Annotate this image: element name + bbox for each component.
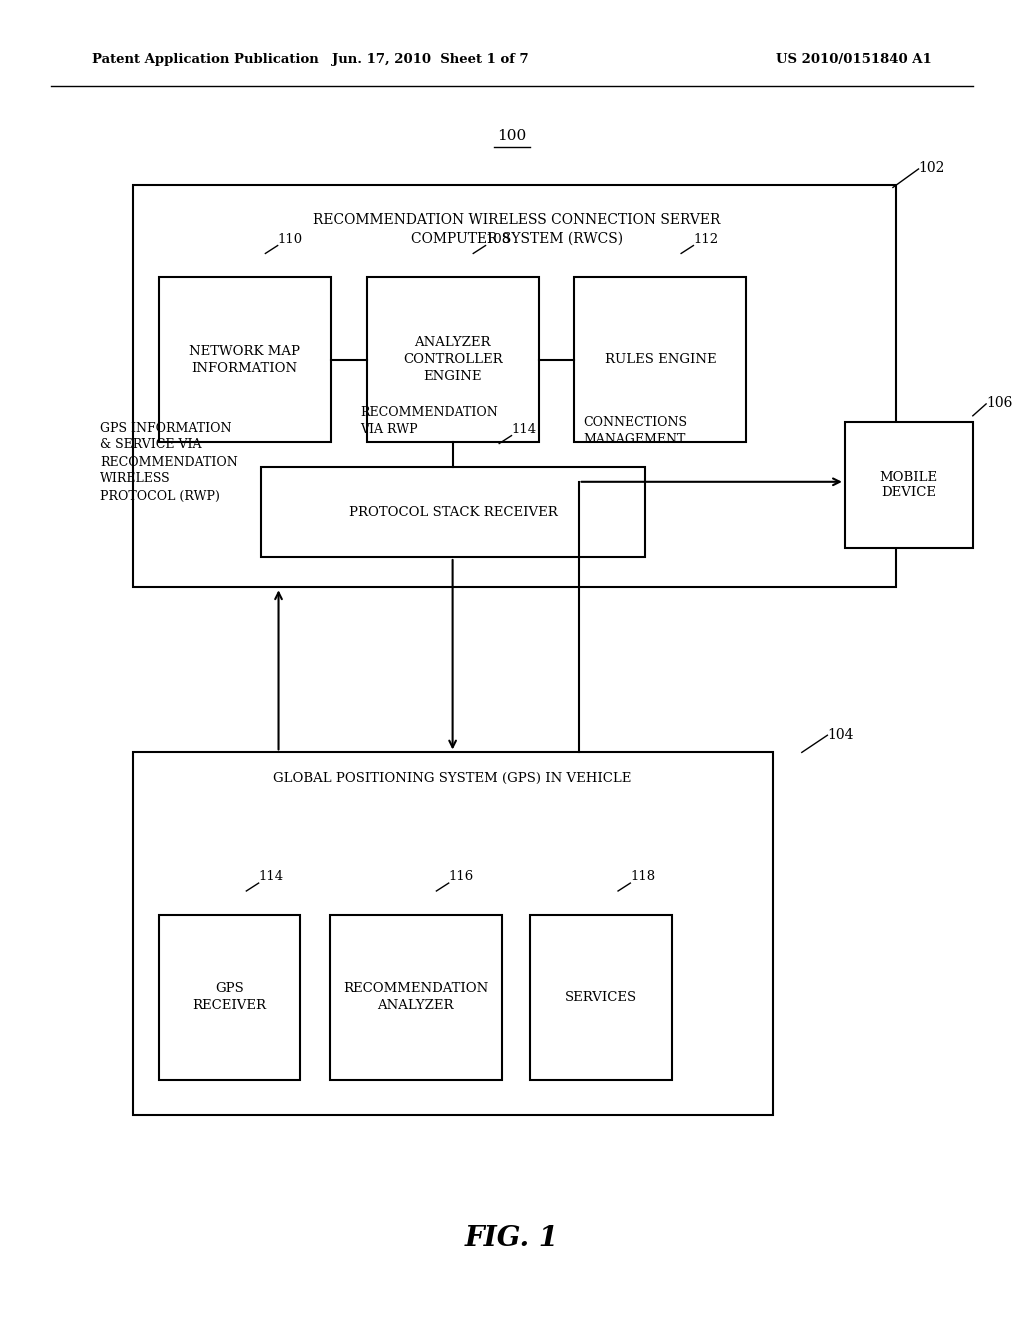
Text: RECOMMENDATION
VIA RWP: RECOMMENDATION VIA RWP — [360, 405, 499, 436]
Bar — [133, 752, 773, 1115]
Text: 106: 106 — [986, 396, 1013, 409]
Bar — [330, 915, 502, 1080]
Text: Patent Application Publication: Patent Application Publication — [92, 53, 318, 66]
Text: ANALYZER
CONTROLLER
ENGINE: ANALYZER CONTROLLER ENGINE — [402, 337, 503, 383]
Bar — [159, 915, 300, 1080]
Text: 116: 116 — [449, 870, 474, 883]
Text: RECOMMENDATION
ANALYZER: RECOMMENDATION ANALYZER — [343, 982, 488, 1012]
Text: Jun. 17, 2010  Sheet 1 of 7: Jun. 17, 2010 Sheet 1 of 7 — [332, 53, 528, 66]
Text: 102: 102 — [919, 161, 945, 174]
Text: GLOBAL POSITIONING SYSTEM (GPS) IN VEHICLE: GLOBAL POSITIONING SYSTEM (GPS) IN VEHIC… — [273, 772, 632, 785]
Bar — [845, 422, 973, 548]
Text: RULES ENGINE: RULES ENGINE — [604, 354, 717, 366]
Text: FIG. 1: FIG. 1 — [465, 1225, 559, 1251]
Text: 100: 100 — [498, 129, 526, 143]
Text: 108: 108 — [485, 232, 511, 246]
Text: RECOMMENDATION WIRELESS CONNECTION SERVER
COMPUTER SYSTEM (RWCS): RECOMMENDATION WIRELESS CONNECTION SERVE… — [313, 214, 721, 246]
Bar — [261, 467, 645, 557]
Text: MOBILE
DEVICE: MOBILE DEVICE — [880, 471, 938, 499]
Text: 104: 104 — [827, 729, 854, 742]
Text: 114: 114 — [512, 422, 537, 436]
Bar — [367, 277, 539, 442]
Text: 118: 118 — [631, 870, 655, 883]
Text: CONNECTIONS
MANAGEMENT: CONNECTIONS MANAGEMENT — [584, 416, 688, 446]
Text: US 2010/0151840 A1: US 2010/0151840 A1 — [776, 53, 932, 66]
Text: GPS INFORMATION
& SERVICE VIA
RECOMMENDATION
WIRELESS
PROTOCOL (RWP): GPS INFORMATION & SERVICE VIA RECOMMENDA… — [100, 421, 239, 503]
Bar — [159, 277, 331, 442]
Text: 112: 112 — [693, 232, 719, 246]
Text: 110: 110 — [278, 232, 303, 246]
Bar — [133, 185, 896, 587]
Text: PROTOCOL STACK RECEIVER: PROTOCOL STACK RECEIVER — [349, 506, 557, 519]
Bar — [530, 915, 672, 1080]
Text: 114: 114 — [259, 870, 284, 883]
Text: SERVICES: SERVICES — [565, 991, 637, 1003]
Text: GPS
RECEIVER: GPS RECEIVER — [193, 982, 266, 1012]
Text: NETWORK MAP
INFORMATION: NETWORK MAP INFORMATION — [189, 345, 300, 375]
Bar — [574, 277, 746, 442]
